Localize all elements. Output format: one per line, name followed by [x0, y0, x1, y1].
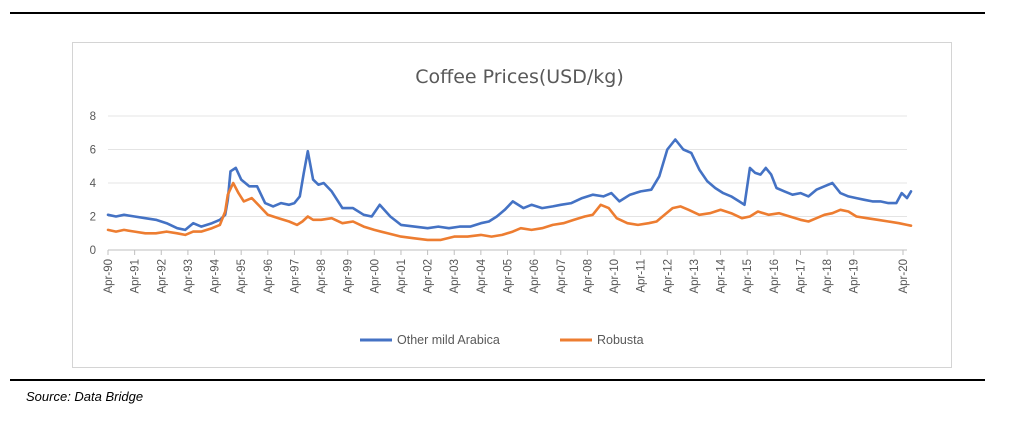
- x-tick-label: Apr-16: [769, 259, 781, 294]
- x-tick-label: Apr-08: [582, 259, 594, 294]
- x-tick-label: Apr-93: [183, 259, 195, 294]
- chart-area: Coffee Prices(USD/kg) 0 2 4 6 8 Apr-90 Apr-91 Ap…: [72, 42, 952, 368]
- x-tick-label: Apr-02: [423, 259, 435, 294]
- x-tick-label: Apr-13: [689, 259, 701, 294]
- x-tick-label: Apr-92: [156, 259, 168, 294]
- x-tick-label: Apr-20: [898, 259, 910, 294]
- x-tick-label: Apr-01: [396, 259, 408, 294]
- x-tick-label: Apr-18: [822, 259, 834, 294]
- series-line-robusta: [106, 181, 913, 242]
- legend-label-robusta: Robusta: [597, 333, 644, 347]
- source-caption: Source: Data Bridge: [26, 389, 144, 404]
- x-tick-label: Apr-91: [130, 259, 142, 294]
- x-tick-label: Apr-99: [343, 259, 355, 294]
- x-tick-label: Apr-94: [210, 258, 222, 293]
- x-tick-label: Apr-19: [849, 259, 861, 294]
- x-tick-label: Apr-98: [316, 259, 328, 294]
- y-tick-label: 0: [90, 245, 96, 257]
- legend-label-arabica: Other mild Arabica: [397, 333, 500, 347]
- y-tick-label: 8: [90, 111, 96, 123]
- x-tick-label: Apr-95: [236, 259, 248, 294]
- x-tick-label: Apr-14: [716, 258, 728, 293]
- top-rule: [10, 12, 985, 14]
- y-tick-label: 4: [90, 178, 97, 190]
- chart-title: Coffee Prices(USD/kg): [415, 66, 624, 88]
- coffee-price-chart: Coffee Prices(USD/kg) 0 2 4 6 8 Apr-90 Apr-91 Ap…: [90, 66, 913, 347]
- y-tick-label: 2: [90, 212, 96, 224]
- x-tick-label: Apr-96: [263, 259, 275, 294]
- x-tick-label: Apr-07: [556, 259, 568, 294]
- x-tick-label: Apr-06: [529, 259, 541, 294]
- x-tick-label: Apr-04: [476, 258, 488, 293]
- x-tick-label: Apr-17: [795, 259, 807, 294]
- bottom-rule: [10, 379, 985, 381]
- x-tick-label: Apr-05: [503, 259, 515, 294]
- x-tick-label: Apr-00: [369, 259, 381, 294]
- x-tick-label: Apr-97: [289, 259, 301, 294]
- x-tick-label: Apr-15: [742, 259, 754, 294]
- x-tick-label: Apr-12: [662, 259, 674, 294]
- x-tick-label: Apr-90: [103, 259, 115, 294]
- y-tick-label: 6: [90, 145, 96, 157]
- x-tick-label: Apr-10: [609, 259, 621, 294]
- x-tick-label: Apr-03: [449, 259, 461, 294]
- series-line-arabica: [106, 138, 913, 232]
- x-tick-label: Apr-11: [636, 259, 648, 293]
